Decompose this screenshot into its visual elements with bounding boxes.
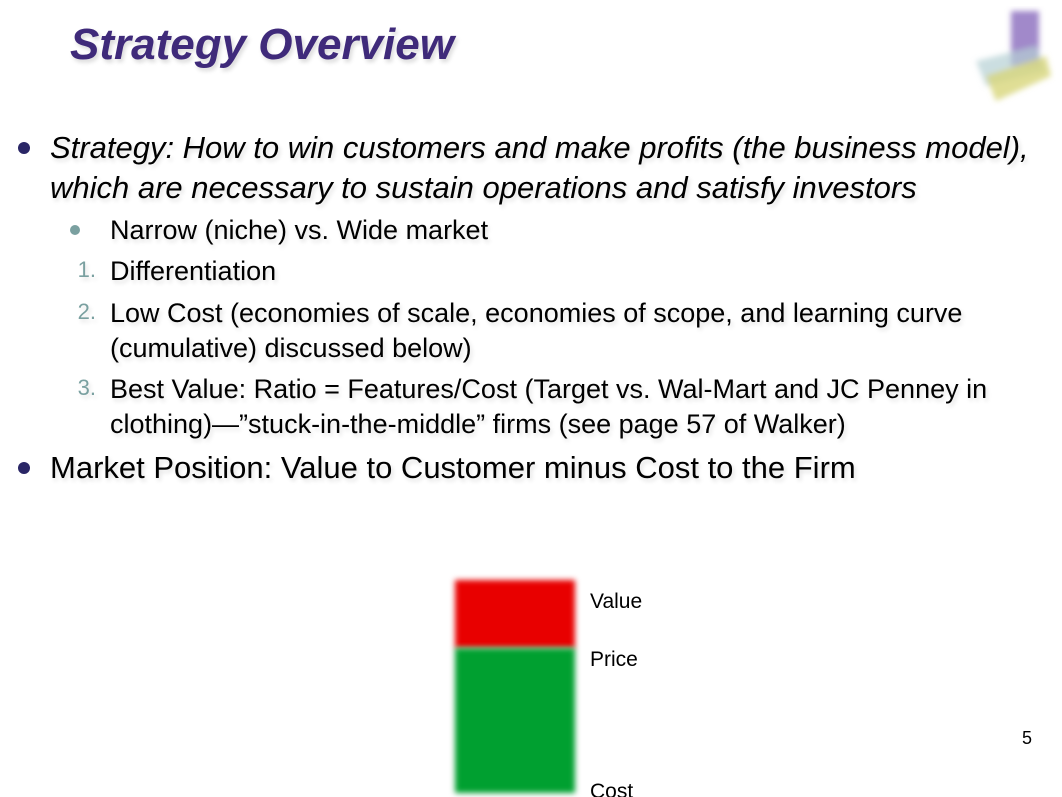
label-price: Price	[590, 648, 638, 672]
numbered-item-1: 1. Differentiation	[10, 254, 1062, 289]
bullet-icon	[18, 462, 30, 474]
sub-bullet-market-scope: Narrow (niche) vs. Wide market	[10, 213, 1062, 248]
bullet-text: Narrow (niche) vs. Wide market	[110, 215, 488, 245]
bullet-icon	[18, 142, 30, 154]
bullet-text: Differentiation	[110, 256, 276, 286]
numbered-item-3: 3. Best Value: Ratio = Features/Cost (Ta…	[10, 372, 1062, 442]
bullet-market-position: Market Position: Value to Customer minus…	[10, 448, 1062, 488]
bullet-text: Low Cost (economies of scale, economies …	[110, 298, 962, 363]
list-number: 1.	[66, 256, 96, 285]
value-price-cost-diagram: Value Price Cost	[455, 580, 755, 797]
value-segment	[455, 580, 575, 648]
bullet-text: Best Value: Ratio = Features/Cost (Targe…	[110, 374, 987, 439]
list-number: 2.	[66, 298, 96, 327]
numbered-item-2: 2. Low Cost (economies of scale, economi…	[10, 296, 1062, 366]
slide-title: Strategy Overview	[70, 20, 454, 70]
page-number: 5	[1022, 728, 1032, 749]
list-number: 3.	[66, 374, 96, 403]
bullet-icon	[70, 225, 80, 235]
bullet-text: Strategy: How to win customers and make …	[50, 130, 1029, 205]
bullet-strategy: Strategy: How to win customers and make …	[10, 128, 1062, 207]
corner-decoration-icon	[956, 6, 1056, 106]
bullet-text: Market Position: Value to Customer minus…	[50, 450, 856, 485]
content-area: Strategy: How to win customers and make …	[10, 128, 1062, 494]
price-cost-segment	[455, 648, 575, 793]
label-value: Value	[590, 590, 642, 614]
label-cost: Cost	[590, 780, 633, 797]
slide: Strategy Overview Strategy: How to win c…	[0, 0, 1062, 797]
